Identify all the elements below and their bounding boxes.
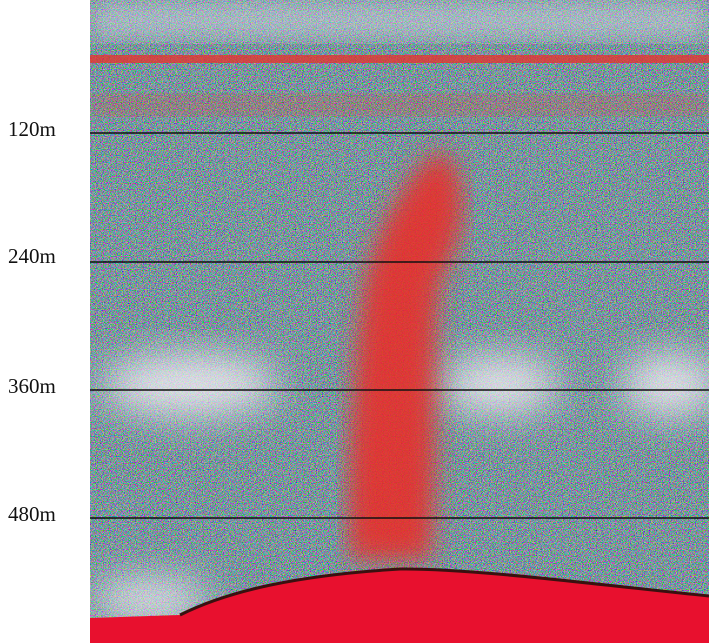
- depth-label: 360m: [8, 374, 56, 398]
- depth-grid: [90, 132, 709, 519]
- plume: [348, 150, 463, 560]
- echo-image: [90, 0, 709, 643]
- clear-patches: [90, 355, 709, 620]
- depth-label: 120m: [8, 117, 56, 141]
- surface-band: [90, 0, 709, 40]
- seabed: [90, 568, 709, 643]
- surface-layer: [90, 55, 709, 63]
- depth-label: 480m: [8, 502, 56, 526]
- depth-label: 240m: [8, 244, 56, 268]
- seabed-edge: [179, 567, 709, 617]
- scatter-layer: [90, 95, 709, 115]
